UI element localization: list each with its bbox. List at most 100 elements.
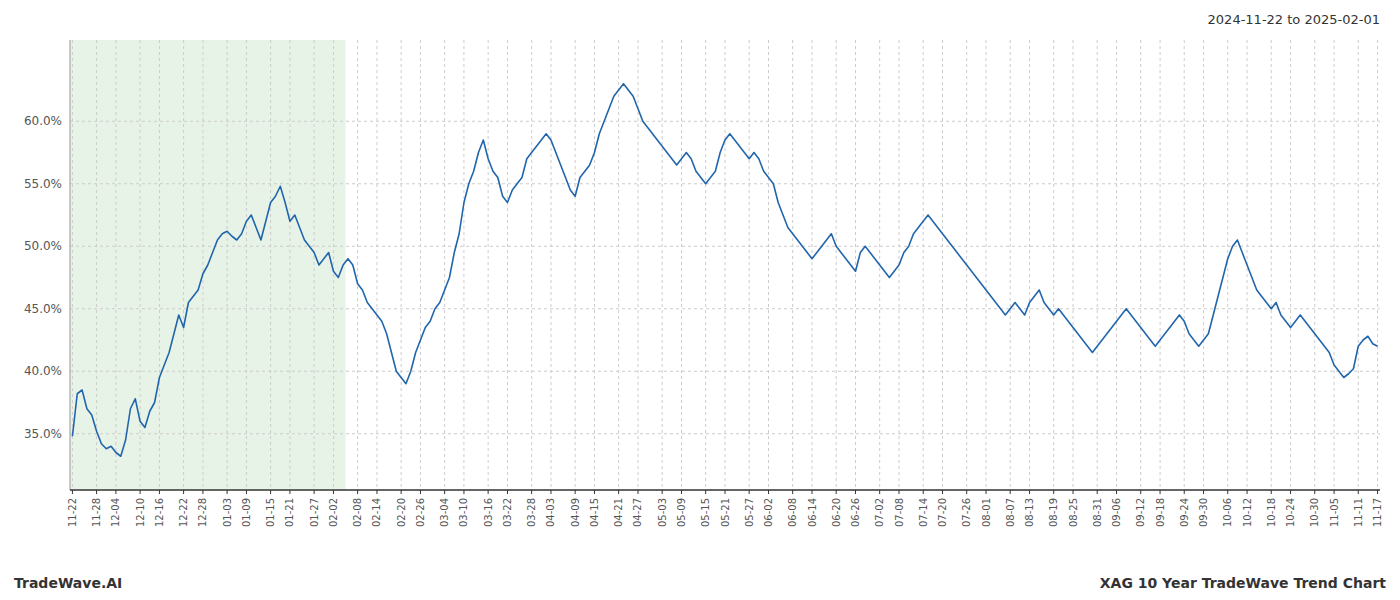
y-tick-label: 55.0%: [24, 177, 62, 191]
x-tick-label: 06-02: [763, 498, 774, 527]
x-grid-line: [1271, 40, 1272, 490]
x-grid-line: [594, 40, 595, 490]
x-grid-line: [1227, 40, 1228, 490]
x-grid-line: [768, 40, 769, 490]
x-grid-line: [855, 40, 856, 490]
x-tick-label: 08-13: [1024, 498, 1035, 527]
x-tick-label: 12-04: [110, 498, 121, 527]
x-tick-label: 02-14: [371, 498, 382, 527]
x-grid-line: [1073, 40, 1074, 490]
x-grid-line: [1334, 40, 1335, 490]
x-tick-label: 03-16: [483, 498, 494, 527]
x-grid-line: [705, 40, 706, 490]
x-grid-line: [662, 40, 663, 490]
x-grid-line: [488, 40, 489, 490]
x-tick-label: 11-11: [1353, 498, 1364, 527]
x-grid-line: [463, 40, 464, 490]
x-tick-label: 12-28: [197, 498, 208, 527]
x-tick-label: 04-27: [632, 498, 643, 527]
x-tick-label: 12-16: [154, 498, 165, 527]
x-tick-label: 09-18: [1155, 498, 1166, 527]
x-tick-label: 06-26: [850, 498, 861, 527]
x-tick-label: 07-08: [894, 498, 905, 527]
x-grid-line: [202, 40, 203, 490]
y-tick-label: 35.0%: [24, 427, 62, 441]
x-grid-line: [575, 40, 576, 490]
x-tick-label: 06-08: [787, 498, 798, 527]
series-group: [72, 84, 1377, 457]
x-grid-line: [420, 40, 421, 490]
footer-left: TradeWave.AI: [14, 575, 122, 591]
x-grid-line: [401, 40, 402, 490]
x-grid-line: [749, 40, 750, 490]
x-tick-label: 12-22: [178, 498, 189, 527]
x-grid-line: [725, 40, 726, 490]
x-tick-label: 09-06: [1111, 498, 1122, 527]
x-tick-label: 10-12: [1242, 498, 1253, 527]
x-tick-label: 10-24: [1285, 498, 1296, 527]
x-tick-label: 05-21: [720, 498, 731, 527]
x-grid-line: [531, 40, 532, 490]
x-grid-line: [986, 40, 987, 490]
x-grid-line: [1290, 40, 1291, 490]
x-grid-line: [333, 40, 334, 490]
x-tick-label: 12-10: [135, 498, 146, 527]
x-tick-label: 05-03: [657, 498, 668, 527]
x-grid-line: [246, 40, 247, 490]
x-grid-line: [550, 40, 551, 490]
x-grid-line: [376, 40, 377, 490]
x-tick-label: 11-22: [67, 498, 78, 527]
chart: 35.0%40.0%45.0%50.0%55.0%60.0%11-2211-28…: [0, 0, 1400, 600]
x-grid-line: [183, 40, 184, 490]
x-grid-line: [1358, 40, 1359, 490]
x-tick-label: 03-22: [502, 498, 513, 527]
x-grid-line: [618, 40, 619, 490]
x-grid-line: [1097, 40, 1098, 490]
x-grid-line: [159, 40, 160, 490]
x-tick-label: 06-20: [831, 498, 842, 527]
x-tick-label: 07-20: [937, 498, 948, 527]
x-tick-label: 02-08: [352, 498, 363, 527]
x-axis-line: [70, 489, 1380, 491]
x-tick-label: 05-27: [744, 498, 755, 527]
x-tick-label: 11-05: [1329, 498, 1340, 527]
x-grid-line: [836, 40, 837, 490]
footer-right: XAG 10 Year TradeWave Trend Chart: [1100, 575, 1387, 591]
x-grid-line: [1203, 40, 1204, 490]
x-grid-line: [227, 40, 228, 490]
x-grid-line: [942, 40, 943, 490]
x-tick-label: 07-26: [961, 498, 972, 527]
x-tick-label: 09-24: [1179, 498, 1190, 527]
x-tick-label: 04-15: [589, 498, 600, 527]
x-grid-line: [1053, 40, 1054, 490]
y-tick-label: 45.0%: [24, 302, 62, 316]
y-grid-line: [70, 308, 1380, 309]
line: [72, 84, 1377, 457]
x-grid-line: [115, 40, 116, 490]
x-tick-label: 09-12: [1135, 498, 1146, 527]
x-tick-label: 01-03: [222, 498, 233, 527]
x-tick-label: 07-02: [874, 498, 885, 527]
x-grid-line: [1377, 40, 1378, 490]
x-tick-label: 10-30: [1309, 498, 1320, 527]
x-tick-label: 11-17: [1372, 498, 1383, 527]
x-tick-label: 04-03: [545, 498, 556, 527]
x-grid-line: [923, 40, 924, 490]
x-tick-label: 11-28: [91, 498, 102, 527]
x-tick-label: 03-28: [526, 498, 537, 527]
x-tick-label: 01-15: [265, 498, 276, 527]
x-grid-line: [792, 40, 793, 490]
x-grid-line: [1314, 40, 1315, 490]
x-tick-label: 03-10: [458, 498, 469, 527]
x-tick-label: 01-27: [309, 498, 320, 527]
x-tick-label: 02-02: [328, 498, 339, 527]
x-tick-label: 09-30: [1198, 498, 1209, 527]
x-tick-label: 08-07: [1005, 498, 1016, 527]
x-tick-label: 10-06: [1222, 498, 1233, 527]
x-grid-line: [1184, 40, 1185, 490]
x-grid-line: [681, 40, 682, 490]
x-tick-label: 03-04: [439, 498, 450, 527]
x-tick-label: 07-14: [918, 498, 929, 527]
y-grid-line: [70, 433, 1380, 434]
x-grid-line: [357, 40, 358, 490]
